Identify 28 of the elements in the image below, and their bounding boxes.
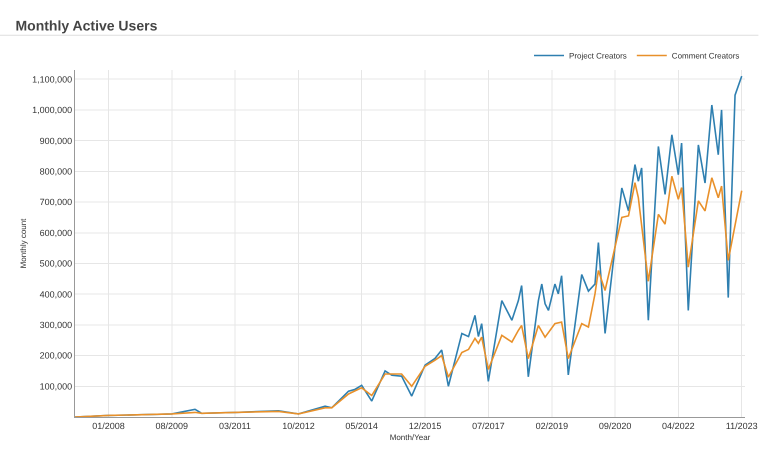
- x-tick-label: 08/2009: [156, 420, 188, 431]
- y-axis-title: Monthly count: [18, 218, 28, 268]
- legend-label: Comment Creators: [672, 52, 740, 61]
- x-tick-label: 02/2019: [536, 420, 568, 431]
- y-tick-label: 200,000: [40, 350, 72, 361]
- y-tick-label: 700,000: [40, 197, 72, 208]
- chart-title: Monthly Active Users: [16, 17, 158, 34]
- x-tick-label: 10/2012: [282, 420, 315, 431]
- x-tick-label: 09/2020: [598, 420, 632, 431]
- x-tick-label: 04/2022: [662, 420, 695, 431]
- y-tick-label: 900,000: [40, 136, 72, 146]
- y-tick-label: 1,100,000: [32, 74, 72, 84]
- x-tick-label: 03/2011: [219, 420, 251, 431]
- y-tick-label: 600,000: [40, 228, 72, 238]
- x-tick-label: 01/2008: [92, 420, 125, 431]
- y-tick-label: 1,000,000: [32, 105, 72, 116]
- x-tick-label: 11/2023: [726, 420, 758, 431]
- x-tick-label: 12/2015: [408, 420, 442, 431]
- y-tick-label: 100,000: [40, 381, 72, 392]
- line-series: [75, 175, 743, 417]
- y-tick-label: 300,000: [40, 320, 72, 330]
- y-tick-label: 800,000: [40, 166, 72, 176]
- y-tick-label: 400,000: [40, 289, 72, 300]
- x-axis-title: Month/Year: [390, 432, 431, 442]
- y-tick-label: 500,000: [40, 258, 72, 269]
- x-tick-label: 05/2014: [345, 420, 378, 431]
- legend-label: Project Creators: [569, 52, 627, 61]
- x-tick-label: 07/2017: [472, 420, 505, 431]
